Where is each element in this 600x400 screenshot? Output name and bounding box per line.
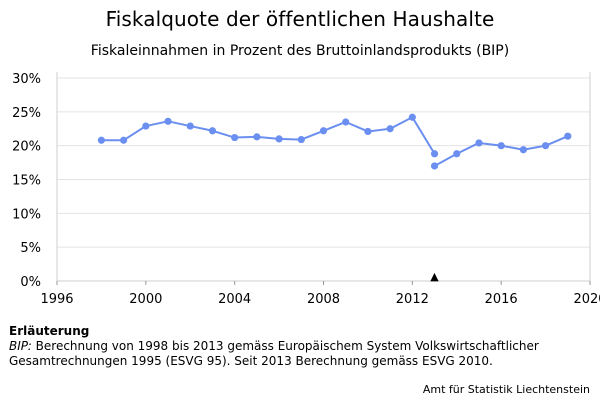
y-tick-label: 10% bbox=[12, 207, 41, 222]
y-tick-label: 30% bbox=[12, 72, 41, 87]
data-point bbox=[297, 135, 305, 144]
x-tick-label: 2004 bbox=[218, 292, 251, 307]
data-point bbox=[253, 133, 261, 141]
data-point bbox=[319, 127, 328, 135]
notes-heading: Erläuterung bbox=[9, 324, 90, 338]
data-point bbox=[142, 122, 150, 130]
chart-subtitle: Fiskaleinnahmen in Prozent des Bruttoinl… bbox=[90, 43, 510, 59]
data-point bbox=[475, 139, 483, 147]
data-point bbox=[430, 162, 439, 170]
data-point bbox=[386, 125, 394, 133]
grid-lines bbox=[57, 77, 590, 282]
data-point bbox=[541, 142, 550, 150]
data-point bbox=[519, 146, 527, 154]
series-layer bbox=[97, 113, 572, 170]
y-tick-label: 25% bbox=[12, 106, 41, 121]
notes-text: Berechnung von 1998 bis 2013 gemäss Euro… bbox=[9, 339, 539, 368]
notes-body: BIP: Berechnung von 1998 bis 2013 gemäss… bbox=[9, 339, 589, 369]
x-tick-label: 2016 bbox=[485, 292, 518, 307]
data-point bbox=[275, 135, 283, 143]
marker-layer: ▲ bbox=[430, 270, 439, 283]
data-point bbox=[364, 127, 372, 136]
data-point bbox=[453, 150, 461, 158]
x-tick-label: 2008 bbox=[307, 292, 340, 307]
data-point bbox=[430, 150, 439, 158]
y-tick-label: 0% bbox=[20, 275, 41, 290]
chart-title: Fiskalquote der öffentlichen Haushalte bbox=[105, 7, 495, 31]
x-tick-label: 1996 bbox=[40, 292, 73, 307]
data-point bbox=[564, 132, 572, 140]
data-point bbox=[497, 142, 505, 150]
data-point bbox=[342, 118, 350, 126]
data-point bbox=[208, 127, 217, 135]
data-point bbox=[408, 113, 416, 121]
y-tick-label: 15% bbox=[12, 174, 41, 189]
break-marker: ▲ bbox=[430, 270, 439, 283]
x-tick-label: 2012 bbox=[396, 292, 429, 307]
y-tick-label: 5% bbox=[20, 241, 41, 256]
data-point bbox=[231, 133, 239, 142]
data-point bbox=[186, 122, 194, 130]
line-chart: 0% 5% 10% 15% 20% 25% 30% 1996 2000 2004 2008 2012 2… bbox=[12, 72, 600, 307]
data-point bbox=[164, 117, 172, 125]
source-credit: Amt für Statistik Liechtenstein bbox=[422, 383, 590, 396]
data-point bbox=[120, 136, 128, 144]
series-line bbox=[101, 116, 436, 155]
data-point bbox=[97, 136, 106, 144]
x-tick-label: 2000 bbox=[129, 292, 162, 307]
notes-abbreviation: BIP: bbox=[9, 339, 32, 353]
y-tick-label: 20% bbox=[12, 140, 41, 155]
x-tick-label: 2020 bbox=[573, 292, 600, 307]
axes: 0% 5% 10% 15% 20% 25% 30% 1996 2000 2004 2008 2012 2… bbox=[12, 72, 600, 307]
